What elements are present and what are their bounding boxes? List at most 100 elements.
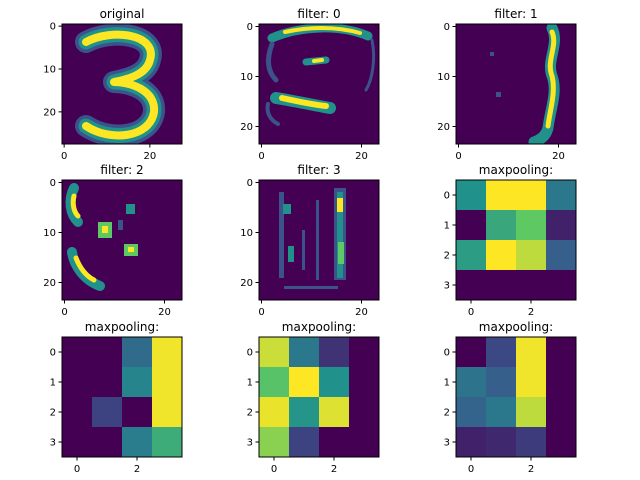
heatmap-filter-3 bbox=[259, 180, 379, 300]
y-tick-label: 0 bbox=[444, 348, 450, 359]
heatmap-cell bbox=[92, 397, 123, 428]
edge-mid-blob-core bbox=[312, 58, 324, 63]
y-tick-label: 0 bbox=[247, 348, 253, 359]
y-tick-label: 0 bbox=[50, 348, 56, 359]
heatmap-cell bbox=[122, 337, 153, 368]
heatmap-cell bbox=[62, 367, 93, 398]
x-tick-label: 20 bbox=[552, 151, 565, 162]
x-tick-label: 20 bbox=[355, 151, 368, 162]
heatmap-cell bbox=[516, 210, 547, 241]
panel-filter-0 bbox=[259, 24, 379, 144]
heatmap-cell bbox=[456, 210, 487, 241]
heatmap-cell bbox=[122, 427, 153, 458]
heatmap-cell bbox=[486, 397, 517, 428]
speck-1 bbox=[490, 52, 494, 56]
y-tick-label: 1 bbox=[444, 378, 450, 389]
heatmap-cell bbox=[486, 367, 517, 398]
edge-col-mid-2 bbox=[302, 230, 305, 270]
axes-frame bbox=[455, 179, 577, 301]
axes-frame bbox=[61, 336, 183, 458]
heatmap-cell bbox=[546, 367, 577, 398]
edge-col-left-spot-1 bbox=[283, 204, 291, 214]
x-tick-label: 20 bbox=[143, 151, 156, 162]
blob-right-core bbox=[128, 247, 134, 252]
x-tick-label: 2 bbox=[528, 307, 534, 318]
heatmap-cell bbox=[456, 427, 487, 458]
y-tick-label: 10 bbox=[240, 72, 253, 83]
y-tick-label: 1 bbox=[50, 378, 56, 389]
heatmap-cell bbox=[486, 427, 517, 458]
heatmap-cell bbox=[289, 397, 320, 428]
y-tick-label: 20 bbox=[43, 278, 56, 289]
heatmap-cell bbox=[516, 240, 547, 271]
x-tick-label: 0 bbox=[455, 151, 461, 162]
heatmap-cell bbox=[319, 397, 350, 428]
x-tick-label: 0 bbox=[468, 464, 474, 475]
y-tick-label: 2 bbox=[247, 408, 253, 419]
y-tick-label: 10 bbox=[43, 228, 56, 239]
x-tick-label: 0 bbox=[258, 307, 264, 318]
panel-title: maxpooling: bbox=[85, 320, 159, 334]
speck-2 bbox=[496, 92, 501, 97]
edge-left-arc-top-core bbox=[70, 193, 81, 219]
panel-title: maxpooling: bbox=[282, 320, 356, 334]
x-tick-label: 2 bbox=[528, 464, 534, 475]
heatmap-cell bbox=[92, 367, 123, 398]
heatmap-cell bbox=[456, 397, 487, 428]
edge-left-arc-bottom bbox=[67, 247, 105, 291]
panel-title: original bbox=[100, 7, 145, 21]
y-tick-label: 20 bbox=[43, 107, 56, 118]
panel-filter-2 bbox=[62, 180, 182, 300]
x-tick-label: 20 bbox=[355, 307, 368, 318]
y-tick-label: 0 bbox=[247, 22, 253, 33]
y-tick-label: 0 bbox=[444, 191, 450, 202]
heatmap-cell bbox=[259, 427, 290, 458]
heatmap-cell bbox=[516, 270, 547, 301]
heatmap-original bbox=[62, 24, 182, 144]
y-tick-label: 10 bbox=[240, 228, 253, 239]
heatmap-cell bbox=[289, 367, 320, 398]
edge-right-vertical-core bbox=[545, 29, 557, 129]
heatmap-cell bbox=[516, 367, 547, 398]
y-tick-label: 3 bbox=[444, 281, 450, 292]
heatmap-cell bbox=[546, 397, 577, 428]
heatmap-cell bbox=[92, 427, 123, 458]
axes-frame bbox=[258, 23, 380, 145]
heatmap-cell bbox=[456, 240, 487, 271]
heatmap-cell bbox=[546, 337, 577, 368]
heatmap-cell bbox=[349, 337, 380, 368]
panel-title: filter: 0 bbox=[297, 7, 340, 21]
heatmap-cell bbox=[122, 397, 153, 428]
heatmap-cell bbox=[486, 210, 517, 241]
heatmap-cell bbox=[62, 427, 93, 458]
heatmap-cell bbox=[546, 180, 577, 211]
heatmap-cell bbox=[259, 367, 290, 398]
heatmap-cell bbox=[516, 180, 547, 211]
heatmap-cell bbox=[122, 367, 153, 398]
heatmap-cell bbox=[546, 210, 577, 241]
edge-col-mid bbox=[316, 200, 319, 280]
panel-title: maxpooling: bbox=[479, 320, 553, 334]
panel-filter-3 bbox=[259, 180, 379, 300]
heatmap-cell bbox=[92, 337, 123, 368]
y-tick-label: 10 bbox=[437, 72, 450, 83]
heatmap-cell bbox=[486, 180, 517, 211]
panel-title: filter: 3 bbox=[297, 163, 340, 177]
heatmap-filter-0 bbox=[259, 24, 379, 144]
x-tick-label: 2 bbox=[331, 464, 337, 475]
y-tick-label: 0 bbox=[444, 22, 450, 33]
heatmap-cell bbox=[152, 427, 183, 458]
x-tick-label: 20 bbox=[158, 307, 171, 318]
axes-frame bbox=[61, 23, 183, 145]
x-tick-label: 0 bbox=[61, 307, 67, 318]
edge-bottom-left bbox=[265, 102, 280, 126]
y-tick-label: 0 bbox=[247, 178, 253, 189]
panel-title: maxpooling: bbox=[479, 163, 553, 177]
edge-left-arc-bottom-core bbox=[73, 255, 97, 283]
x-tick-label: 0 bbox=[258, 151, 264, 162]
edge-col-right bbox=[337, 192, 343, 278]
x-tick-label: 2 bbox=[134, 464, 140, 475]
y-tick-label: 2 bbox=[50, 408, 56, 419]
y-tick-label: 20 bbox=[240, 278, 253, 289]
